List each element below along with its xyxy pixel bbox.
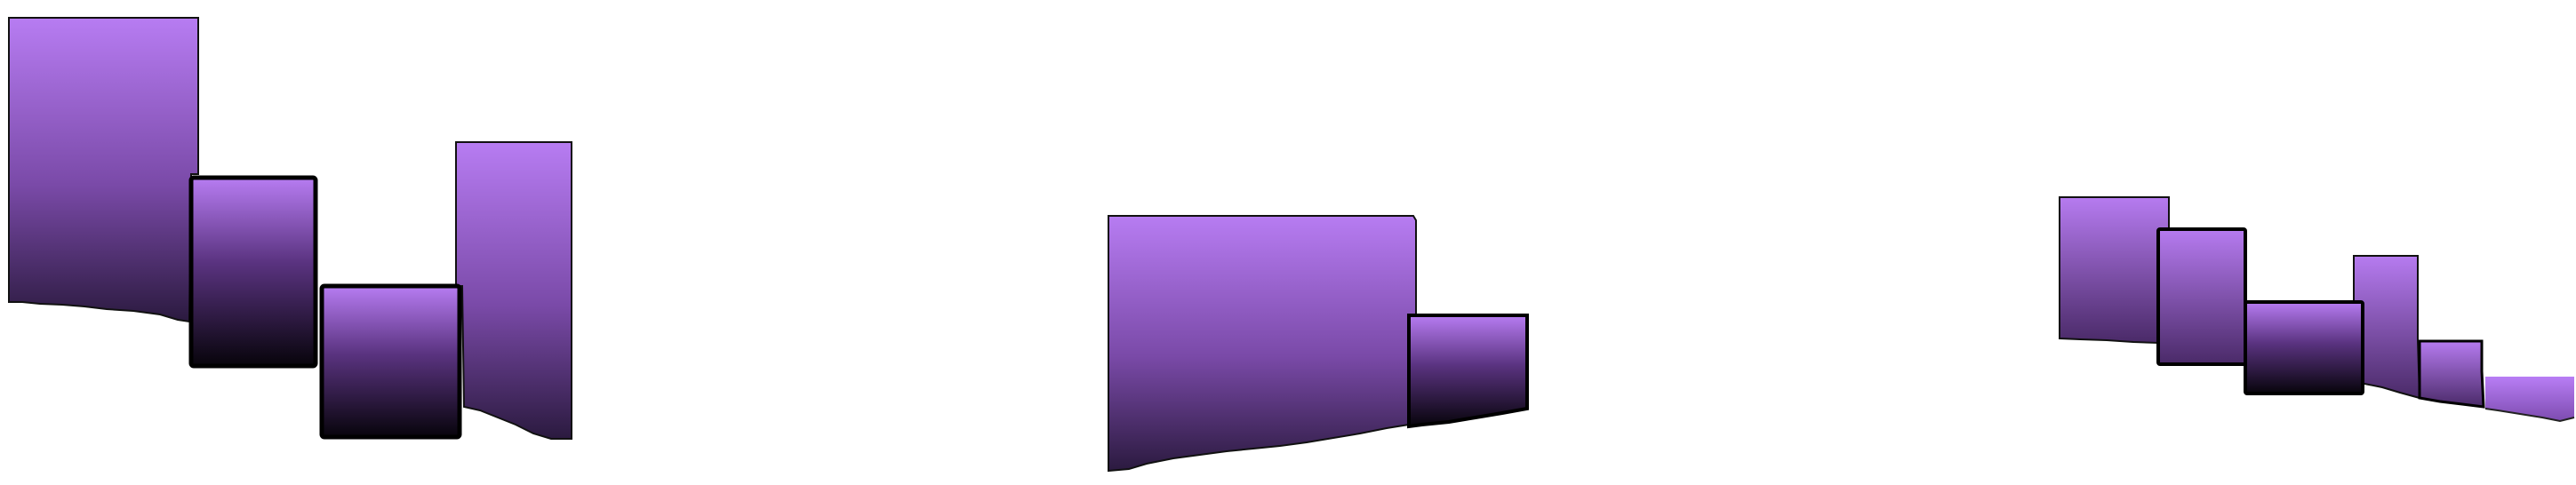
left-right-block [455,141,572,440]
group-center [1108,215,1529,473]
right-sixth-block [2485,377,2574,421]
right-first-block [2059,196,2170,345]
group-left [8,17,572,440]
center-small-block [1407,314,1529,429]
left-tall-block [8,17,199,323]
right-second-block [2156,227,2247,366]
left-low-block [319,283,462,440]
left-dark-block [188,175,318,369]
right-fifth-block [2418,339,2485,409]
group-right [2059,196,2575,423]
center-wide-block [1108,215,1417,473]
right-third-block [2244,300,2364,395]
right-sixth-block-edge [2484,408,2575,423]
